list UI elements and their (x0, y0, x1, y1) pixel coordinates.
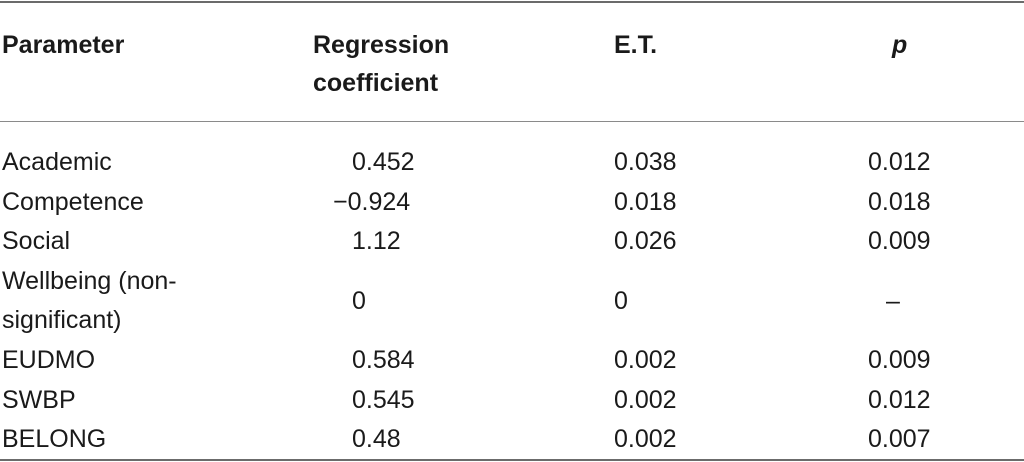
cell-et: 0.026 (614, 227, 677, 255)
table-top-rule (0, 1, 1024, 3)
cell-p: – (886, 287, 900, 315)
cell-parameter: BELONG (2, 425, 107, 453)
cell-coefficient: 0.584 (352, 346, 415, 374)
column-header-coef-line1: Regression (313, 31, 450, 59)
column-header-et: E.T. (614, 31, 658, 59)
cell-p: 0.009 (868, 227, 931, 255)
cell-parameter: Competence (2, 188, 144, 216)
cell-p: 0.012 (868, 148, 931, 176)
cell-et: 0.002 (614, 386, 677, 414)
cell-et: 0.002 (614, 346, 677, 374)
cell-parameter: EUDMO (2, 346, 96, 374)
cell-parameter-line1: Wellbeing (non- (2, 267, 177, 295)
cell-et: 0.018 (614, 188, 677, 216)
cell-coefficient: 0.452 (352, 148, 415, 176)
column-header-parameter: Parameter (2, 31, 125, 59)
cell-p: 0.007 (868, 425, 931, 453)
cell-p: 0.012 (868, 386, 931, 414)
cell-coefficient: 0.48 (352, 425, 401, 453)
cell-p: 0.018 (868, 188, 931, 216)
cell-coefficient: 0 (352, 287, 366, 315)
cell-et: 0.038 (614, 148, 677, 176)
cell-et: 0.002 (614, 425, 677, 453)
cell-parameter-line2: significant) (2, 306, 122, 334)
cell-coefficient: −0.924 (333, 188, 411, 216)
table-bottom-rule (0, 459, 1024, 461)
cell-coefficient: 1.12 (352, 227, 401, 255)
column-header-p: p (892, 31, 908, 59)
cell-p: 0.009 (868, 346, 931, 374)
cell-parameter: SWBP (2, 386, 76, 414)
column-header-coef-line2: coefficient (313, 69, 439, 97)
cell-parameter: Academic (2, 148, 112, 176)
cell-et: 0 (614, 287, 628, 315)
cell-parameter: Social (2, 227, 71, 255)
column-header-regression-coefficient: Regression coefficient (313, 26, 449, 102)
cell-coefficient: 0.545 (352, 386, 415, 414)
header-rule (0, 121, 1024, 122)
